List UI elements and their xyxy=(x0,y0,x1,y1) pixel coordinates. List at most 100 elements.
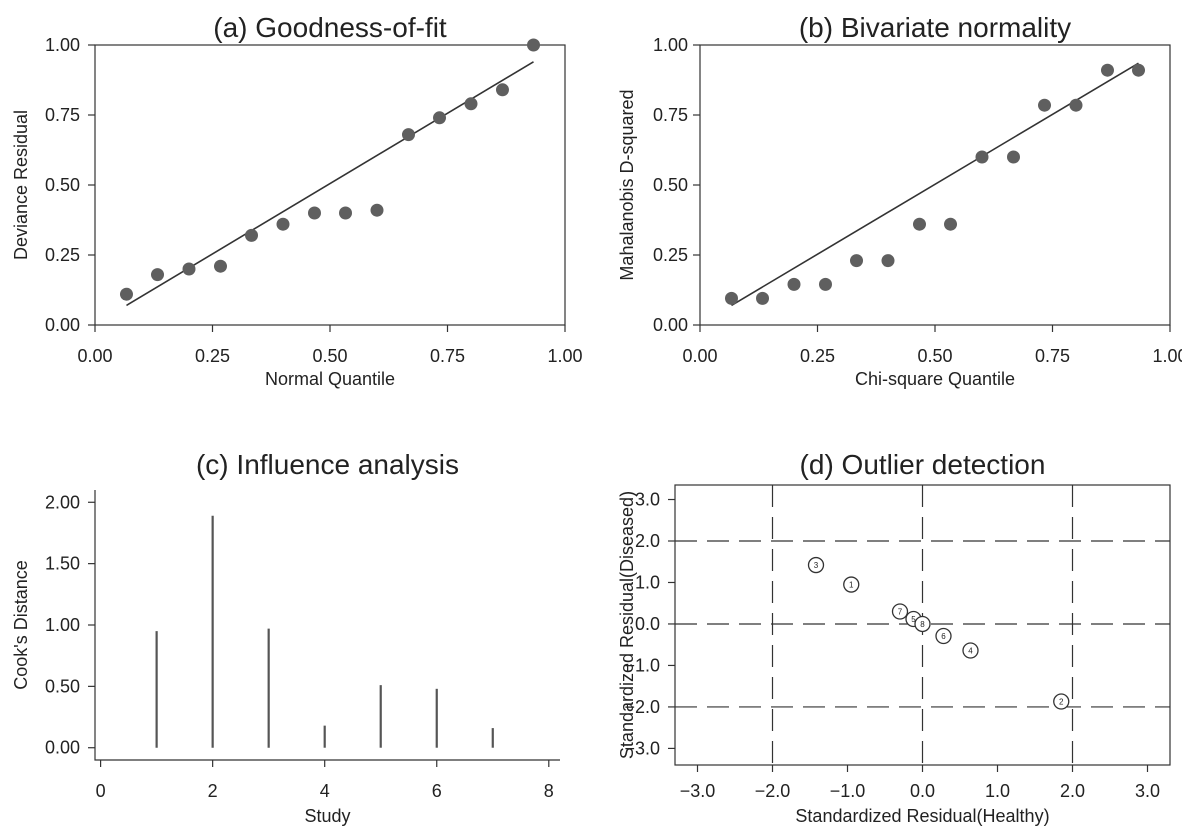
point-label: 7 xyxy=(898,608,903,617)
x-tick-label: 0.00 xyxy=(682,346,717,366)
x-tick-label: 1.00 xyxy=(547,346,582,366)
labeled-point: 1 xyxy=(843,576,860,593)
data-point xyxy=(1100,63,1114,77)
data-point xyxy=(975,150,989,164)
point-label: 5 xyxy=(911,615,916,624)
labeled-point: 4 xyxy=(962,642,979,659)
x-tick-label: 0.75 xyxy=(1035,346,1070,366)
point-marker xyxy=(891,603,909,620)
x-tick-label: 3.0 xyxy=(1135,781,1160,801)
point-label: 3 xyxy=(814,561,819,570)
data-point xyxy=(245,228,259,242)
x-tick-label: 0.0 xyxy=(910,781,935,801)
x-tick-label: 0.25 xyxy=(195,346,230,366)
data-point xyxy=(433,111,447,125)
point-label: 4 xyxy=(968,647,973,656)
x-tick-label: 0.75 xyxy=(430,346,465,366)
point-label: 1 xyxy=(849,581,854,590)
data-point xyxy=(881,254,895,268)
data-point xyxy=(756,291,770,305)
x-tick-label: 2 xyxy=(208,781,218,801)
data-point xyxy=(213,259,227,273)
plot-frame xyxy=(94,44,566,326)
x-tick-label: 4 xyxy=(320,781,330,801)
y-tick-label: 0.00 xyxy=(45,738,80,758)
point-marker xyxy=(935,627,952,645)
point-marker xyxy=(962,642,979,659)
y-tick-label: 0.25 xyxy=(45,245,80,265)
y-tick-label: 0.50 xyxy=(653,175,688,195)
chart-panel-a: (a) Goodness-of-fit Normal Quantile Devian… xyxy=(11,12,583,389)
data-point xyxy=(850,254,864,268)
y-axis-label: Deviance Residual xyxy=(11,110,31,260)
data-point xyxy=(527,38,541,52)
y-tick-label: 1.00 xyxy=(653,35,688,55)
data-point xyxy=(495,83,509,97)
y-tick-label: 2.00 xyxy=(45,492,80,512)
x-tick-label: 1.00 xyxy=(1152,346,1182,366)
point-marker xyxy=(807,556,825,574)
x-axis-label: Standardized Residual(Healthy) xyxy=(795,806,1049,826)
x-tick-label: −1.0 xyxy=(830,781,866,801)
data-point xyxy=(1038,98,1052,112)
y-tick-label: −2.0 xyxy=(624,697,660,717)
data-point xyxy=(464,97,478,111)
x-tick-label: 1.0 xyxy=(985,781,1010,801)
chart-title: (a) Goodness-of-fit xyxy=(213,12,447,43)
point-label: 2 xyxy=(1059,698,1064,707)
data-point xyxy=(944,217,958,231)
labeled-point: 8 xyxy=(914,615,931,633)
x-tick-label: 6 xyxy=(432,781,442,801)
chart-title: (b) Bivariate normality xyxy=(799,12,1071,43)
data-point xyxy=(1069,98,1083,112)
x-axis-label: Normal Quantile xyxy=(265,369,395,389)
x-tick-label: −2.0 xyxy=(755,781,791,801)
x-axis-label: Chi-square Quantile xyxy=(855,369,1015,389)
y-tick-label: 0.75 xyxy=(653,105,688,125)
point-marker xyxy=(1053,693,1070,710)
x-tick-label: 8 xyxy=(544,781,554,801)
data-point xyxy=(339,206,353,220)
data-point xyxy=(307,206,321,220)
y-tick-label: 0.00 xyxy=(45,315,80,335)
y-axis-label: Standardized Residual(Diseased) xyxy=(617,491,637,759)
point-marker xyxy=(914,615,931,633)
data-point xyxy=(912,217,926,231)
data-point xyxy=(1006,150,1020,164)
y-tick-label: 2.0 xyxy=(635,531,660,551)
y-tick-label: 1.0 xyxy=(635,572,660,592)
x-tick-label: 2.0 xyxy=(1060,781,1085,801)
labeled-point: 6 xyxy=(935,627,952,645)
labeled-point: 7 xyxy=(891,603,909,620)
data-point xyxy=(182,262,196,276)
y-tick-label: 1.00 xyxy=(45,35,80,55)
chart-panel-b: (b) Bivariate normality Chi-square Quanti… xyxy=(617,12,1182,389)
point-label: 6 xyxy=(941,632,946,641)
y-tick-label: 0.75 xyxy=(45,105,80,125)
data-point xyxy=(276,217,290,231)
plot-frame xyxy=(94,490,560,761)
y-tick-label: 1.00 xyxy=(45,615,80,635)
y-axis-label: Mahalanobis D-squared xyxy=(617,89,637,280)
x-tick-label: 0.25 xyxy=(800,346,835,366)
x-tick-label: −3.0 xyxy=(680,781,716,801)
y-tick-label: 0.25 xyxy=(653,245,688,265)
y-tick-label: 0.50 xyxy=(45,676,80,696)
point-label: 8 xyxy=(920,620,925,629)
data-point xyxy=(1132,63,1146,77)
chart-title: (d) Outlier detection xyxy=(800,449,1046,480)
data-point xyxy=(119,287,133,301)
y-tick-label: −1.0 xyxy=(624,655,660,675)
y-tick-label: 3.0 xyxy=(635,490,660,510)
data-point xyxy=(724,291,738,305)
y-tick-label: 1.50 xyxy=(45,554,80,574)
y-tick-label: 0.50 xyxy=(45,175,80,195)
data-point xyxy=(787,277,801,291)
data-point xyxy=(818,277,832,291)
x-tick-label: 0.00 xyxy=(77,346,112,366)
chart-title: (c) Influence analysis xyxy=(196,449,459,480)
labeled-point: 2 xyxy=(1053,693,1070,710)
x-tick-label: 0.50 xyxy=(312,346,347,366)
labeled-point: 3 xyxy=(807,556,825,574)
